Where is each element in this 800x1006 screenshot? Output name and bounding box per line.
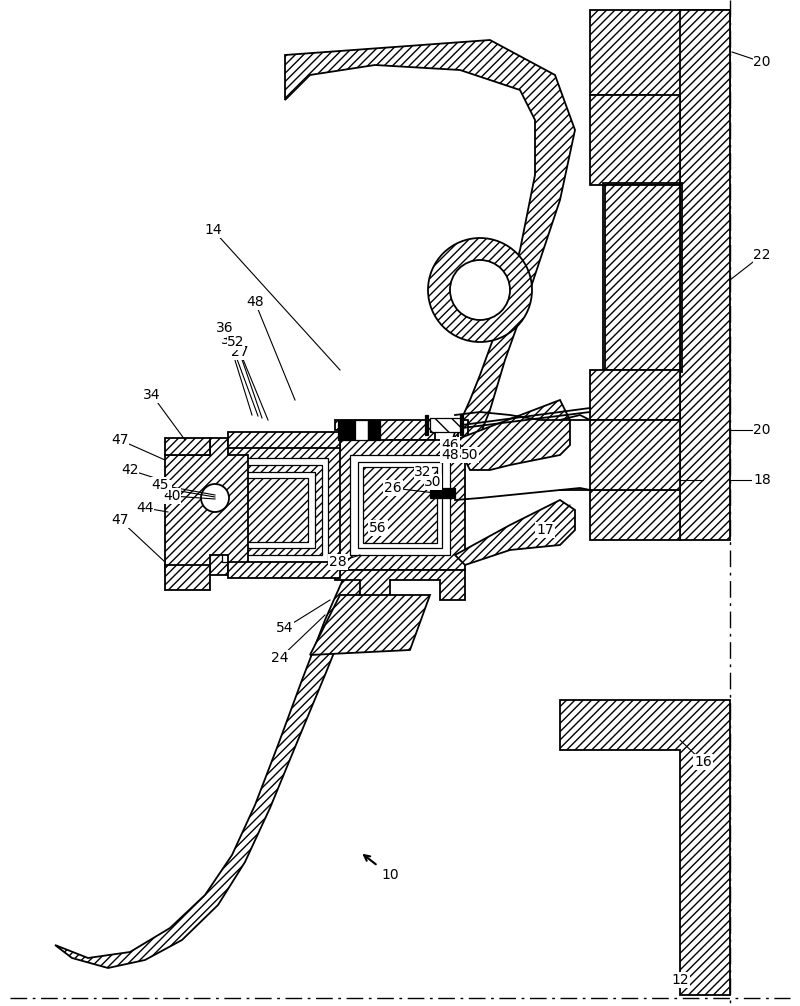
Text: 28: 28 [329,555,347,569]
Polygon shape [228,432,340,448]
Text: 38: 38 [153,481,171,495]
Polygon shape [355,420,368,440]
Polygon shape [455,400,570,470]
Circle shape [450,260,510,320]
Text: 22: 22 [754,248,770,262]
Polygon shape [358,462,442,548]
Text: 54: 54 [276,621,294,635]
Polygon shape [335,570,465,600]
Polygon shape [335,420,468,450]
Text: 47: 47 [111,513,129,527]
Polygon shape [165,565,210,590]
Polygon shape [228,562,340,578]
Polygon shape [430,418,462,432]
Text: 20: 20 [754,55,770,69]
Text: 45: 45 [151,478,169,492]
Polygon shape [590,490,680,540]
Polygon shape [430,488,455,498]
Text: 46: 46 [441,438,459,452]
Polygon shape [230,465,322,555]
Text: 35: 35 [222,333,238,347]
Polygon shape [368,420,380,440]
Circle shape [201,484,229,512]
Text: 20: 20 [754,423,770,437]
Text: 50: 50 [462,448,478,462]
Text: 27: 27 [231,345,249,359]
Polygon shape [590,95,680,185]
Circle shape [428,238,532,342]
Polygon shape [590,10,730,115]
Text: 10: 10 [381,868,399,882]
Text: 18: 18 [753,473,771,487]
Polygon shape [455,500,575,565]
Polygon shape [205,445,340,575]
Polygon shape [338,420,355,440]
Polygon shape [222,458,328,562]
Text: 56: 56 [369,521,387,535]
Polygon shape [560,700,730,995]
Text: 36: 36 [216,321,234,335]
Text: 44: 44 [136,501,154,515]
Text: 47: 47 [111,433,129,447]
Text: 42: 42 [122,463,138,477]
Text: 24: 24 [271,651,289,665]
Text: 48: 48 [246,295,264,309]
Polygon shape [425,415,428,435]
Polygon shape [335,440,465,570]
Text: 26: 26 [384,481,402,495]
Polygon shape [350,455,450,555]
Polygon shape [285,40,575,462]
Polygon shape [605,185,680,370]
Polygon shape [245,478,308,542]
Polygon shape [590,420,680,490]
Polygon shape [590,370,680,420]
Polygon shape [165,438,210,455]
Text: 14: 14 [204,223,222,237]
Text: 32: 32 [414,465,432,479]
Polygon shape [680,10,730,540]
Text: 12: 12 [671,973,689,987]
Text: 30: 30 [424,475,442,489]
Polygon shape [363,467,437,543]
Polygon shape [460,415,463,435]
Polygon shape [165,438,248,572]
Polygon shape [310,595,430,655]
Text: 40: 40 [163,489,181,503]
Text: 17: 17 [536,523,554,537]
Text: 34: 34 [143,388,161,402]
Text: 48: 48 [441,448,459,462]
Text: 16: 16 [694,754,712,769]
Polygon shape [238,472,315,548]
Polygon shape [55,475,425,968]
Text: 52: 52 [227,335,245,349]
